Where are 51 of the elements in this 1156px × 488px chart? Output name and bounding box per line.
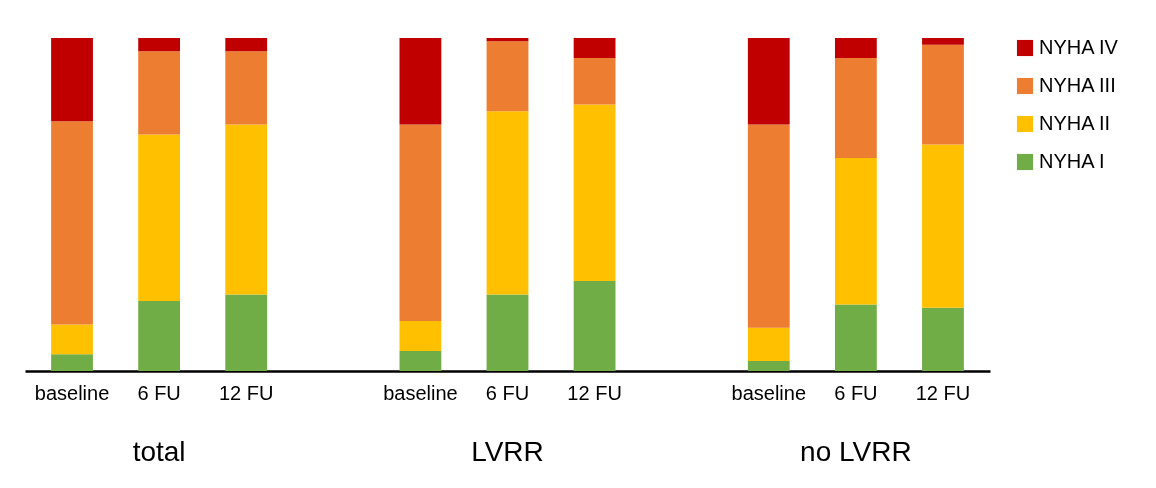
bar	[399, 351, 442, 371]
bar	[225, 38, 268, 52]
bar	[51, 324, 93, 355]
bar	[573, 281, 616, 371]
bar	[399, 124, 442, 322]
text: LVRR	[471, 436, 544, 467]
bar	[51, 121, 93, 325]
legend-label: NYHA III	[1039, 74, 1116, 96]
x-tick-label: baseline	[34, 381, 110, 404]
text: total	[132, 436, 186, 467]
bar	[138, 38, 181, 52]
x-tick-label: 12 FU	[218, 381, 274, 404]
text: no LVRR	[800, 436, 912, 467]
bar	[834, 57, 877, 158]
legend-label: NYHA IV	[1039, 36, 1119, 58]
bar	[573, 104, 616, 282]
bar	[225, 294, 268, 371]
x-tick-label: 6 FU	[834, 381, 878, 404]
legend-label: NYHA I	[1039, 150, 1105, 172]
bar	[486, 294, 529, 371]
bar	[573, 57, 616, 105]
x-tick-label: baseline	[731, 381, 807, 404]
bar	[922, 38, 964, 45]
legend-label: NYHA II	[1039, 112, 1111, 134]
bar	[747, 38, 790, 125]
x-tick-label: baseline	[383, 381, 458, 404]
bar	[225, 124, 268, 295]
x-tick-label: 6 FU	[485, 381, 530, 404]
bar	[747, 327, 790, 362]
bar	[138, 301, 181, 371]
bar	[747, 124, 790, 328]
bar	[399, 321, 442, 352]
bar	[51, 38, 93, 122]
x-tick-label: 12 FU	[915, 381, 971, 404]
bar	[834, 157, 877, 305]
bar	[138, 134, 181, 302]
bar	[922, 144, 964, 308]
x-tick-label: 6 FU	[137, 381, 181, 404]
bar	[486, 41, 529, 112]
bar	[486, 111, 529, 295]
x-tick-label: 12 FU	[567, 381, 622, 404]
bar	[138, 51, 181, 135]
bar	[922, 307, 964, 371]
bar	[51, 354, 93, 371]
bar	[225, 51, 268, 125]
bar	[922, 44, 964, 145]
bar	[573, 38, 616, 58]
bar	[834, 304, 877, 371]
bar	[747, 361, 790, 371]
bar	[399, 38, 442, 125]
bar	[834, 38, 877, 58]
